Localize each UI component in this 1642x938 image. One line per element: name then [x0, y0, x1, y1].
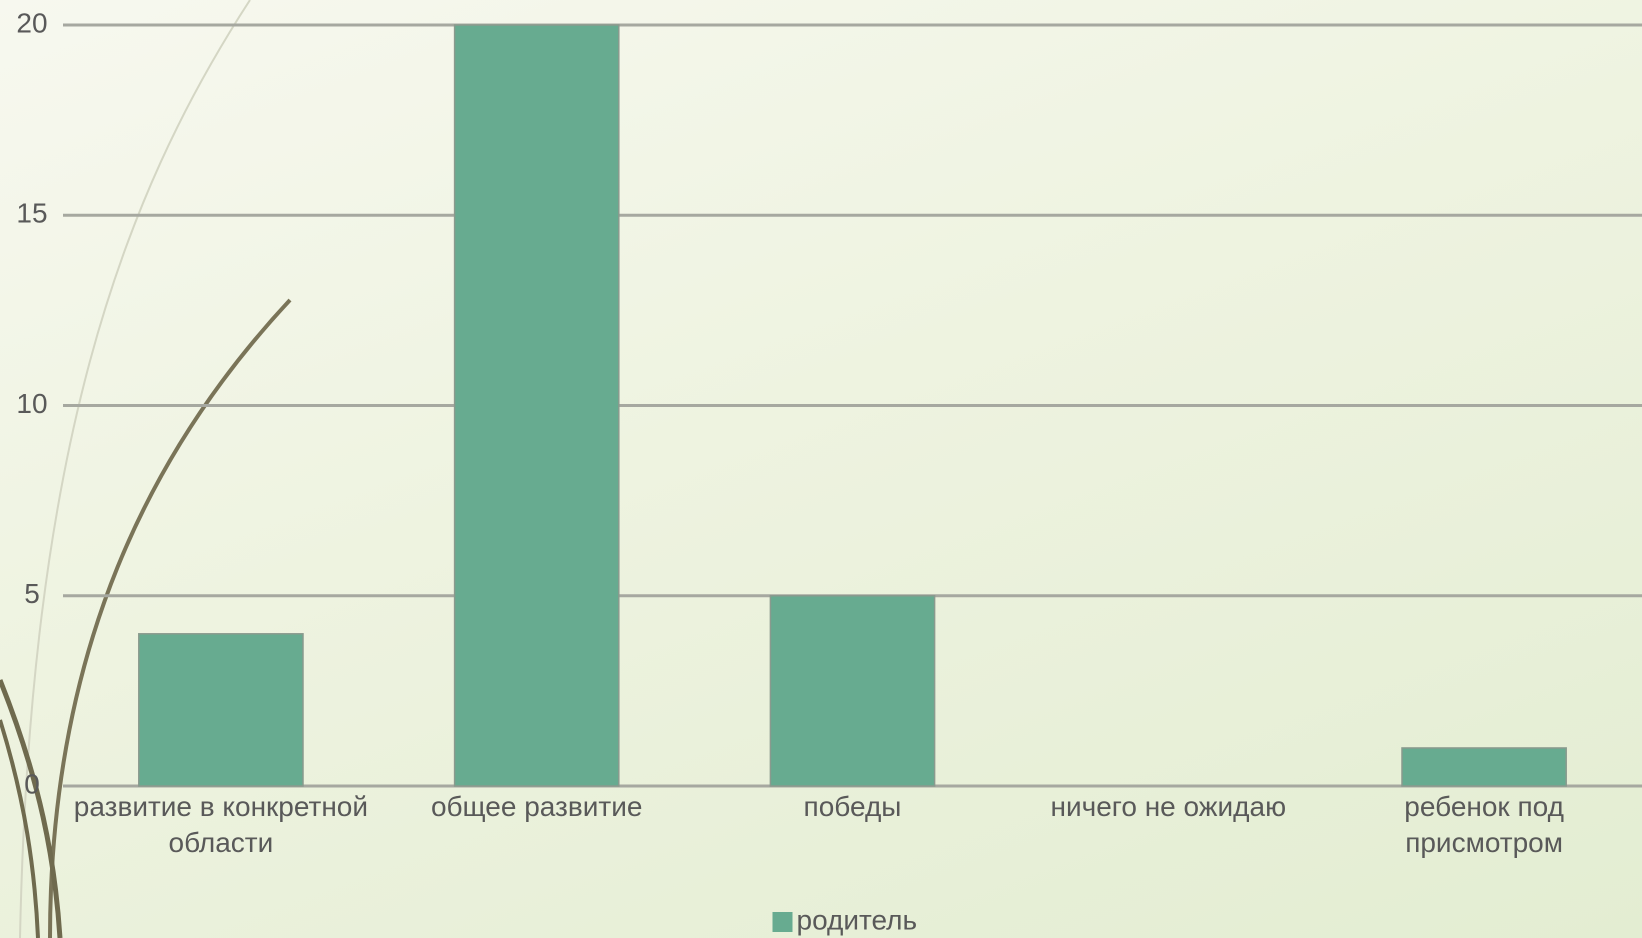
- y-tick-label: 10: [16, 388, 47, 419]
- x-tick-label: ребенок под присмотром: [1334, 789, 1634, 861]
- x-tick-label: ничего не ожидаю: [1018, 789, 1318, 825]
- y-tick-label: 20: [16, 7, 47, 38]
- bar: [770, 596, 934, 786]
- bar: [1402, 748, 1566, 786]
- y-tick-label: 0: [24, 768, 40, 799]
- legend-swatch: [773, 912, 793, 932]
- bar: [455, 25, 619, 786]
- x-tick-label: развитие в конкретной области: [71, 789, 371, 861]
- legend-label: родитель: [797, 904, 918, 935]
- y-tick-label: 15: [16, 198, 47, 229]
- y-tick-label: 5: [24, 578, 40, 609]
- x-tick-label: общее развитие: [387, 789, 687, 825]
- page: 05101520родитель (() => { const data = J…: [0, 0, 1642, 938]
- bar: [139, 634, 303, 786]
- x-tick-label: победы: [703, 789, 1003, 825]
